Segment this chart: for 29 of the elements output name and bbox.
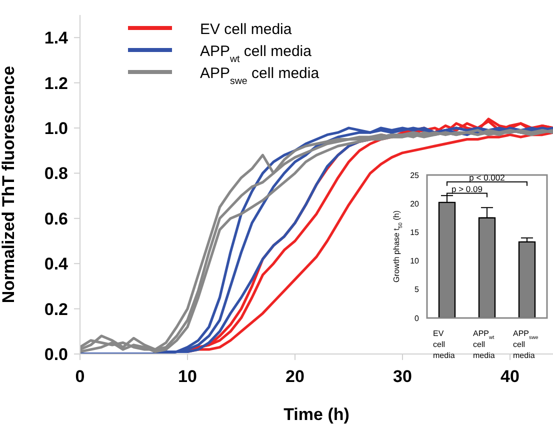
x-tick-label: 10 [178, 367, 197, 386]
x-tick-label: 20 [286, 367, 304, 386]
y-tick-label: 0.0 [44, 345, 68, 364]
y-tick-label: 0.6 [44, 209, 68, 228]
annotation: p < 0.002 [469, 172, 506, 182]
y-tick-label: 20 [410, 199, 420, 208]
y-tick-label: 0.4 [44, 254, 69, 274]
y-tick-label: 5 [414, 285, 420, 294]
y-tick-label: 0.8 [44, 164, 68, 184]
x-tick-label: 40 [500, 367, 520, 386]
legend-label: APP$_{wt}$ cell media [200, 43, 312, 64]
y-tick-label: 10 [410, 256, 420, 266]
annotation: p > 0.09 [452, 184, 483, 194]
x-tick-label: 30 [393, 367, 412, 386]
legend-label: APP$_{swe}$ cell media [200, 65, 320, 86]
y-tick-label: 1.0 [44, 119, 68, 138]
y-tick-label: 0 [414, 314, 420, 323]
x-tick-label: APP$_{swe}$ cell media [513, 329, 538, 360]
x-tick-label: EV cell media [433, 329, 456, 360]
y-axis-title: Normalized ThT fluorescence [0, 66, 18, 304]
y-tick-label: 0.2 [44, 300, 68, 319]
legend-label: EV cell media [200, 21, 292, 38]
y-tick-label: 1.4 [44, 28, 69, 48]
y-tick-label: 25 [410, 170, 420, 180]
y-tick-label: 15 [410, 228, 420, 238]
x-tick-label: 0 [75, 367, 85, 386]
y-tick-label: 1.2 [44, 74, 68, 93]
x-axis-title: Time (h) [284, 405, 350, 424]
x-tick-label: APP$_{wt}$ cell media [473, 329, 496, 360]
